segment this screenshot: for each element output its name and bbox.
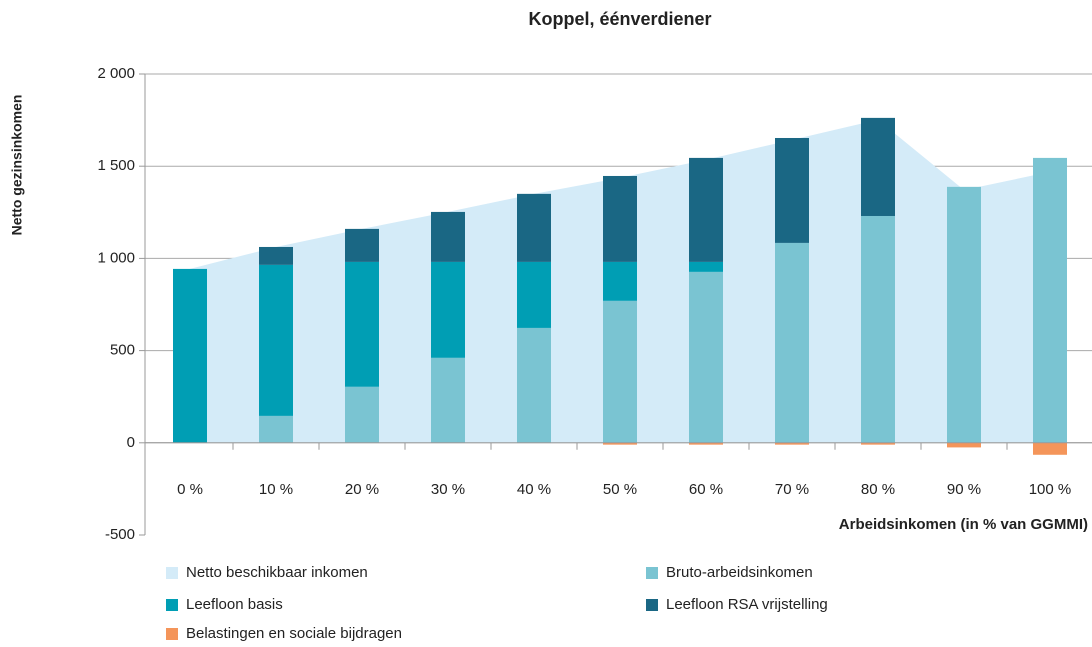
bar-segment [689,261,723,272]
bar-segment [431,261,465,358]
legend-swatch [166,599,178,611]
y-tick-label: 500 [110,342,135,359]
bar-segment [775,442,809,445]
y-tick-label: 0 [127,434,135,451]
x-tick-label: 30 % [431,481,465,498]
legend-swatch [166,628,178,640]
legend-label: Netto beschikbaar inkomen [186,564,368,581]
legend-label: Leefloon basis [186,596,283,613]
bar-segment [775,242,809,443]
x-tick-label: 0 % [177,481,203,498]
x-tick-label: 10 % [259,481,293,498]
bar-segment [947,186,981,443]
bar-segment [345,386,379,443]
x-tick-label: 70 % [775,481,809,498]
bar-segment [259,264,293,416]
bar-segment [603,261,637,301]
legend-swatch [166,567,178,579]
x-tick-label: 20 % [345,481,379,498]
y-tick-label: -500 [105,526,135,543]
bar-segment [517,261,551,328]
bar-segment [603,442,637,445]
x-tick-label: 60 % [689,481,723,498]
bar-segment [517,327,551,443]
legend-label: Bruto-arbeidsinkomen [666,564,813,581]
bar-segment [345,261,379,387]
x-tick-label: 100 % [1029,481,1072,498]
bar-segment [259,415,293,443]
y-axis-label: Netto gezinsinkomen [9,95,25,236]
bar-segment [861,215,895,443]
bar-segment [603,175,637,262]
y-tick-label: 2 000 [97,65,135,82]
chart-title: Koppel, éénverdiener [528,9,711,29]
x-tick-label: 40 % [517,481,551,498]
y-tick-label: 1 500 [97,157,135,174]
bar-segment [1033,157,1067,443]
legend-label: Belastingen en sociale bijdragen [186,625,402,642]
bar-segment [431,211,465,262]
x-tick-label: 90 % [947,481,981,498]
bar-segment [947,442,981,448]
y-tick-label: 1 000 [97,249,135,266]
bar-segment [689,442,723,445]
legend-label: Leefloon RSA vrijstelling [666,596,828,613]
legend-swatch [646,567,658,579]
bar-segment [603,300,637,443]
x-tick-label: 80 % [861,481,895,498]
bar-segment [775,137,809,243]
bar-segment [345,228,379,262]
legend-swatch [646,599,658,611]
bar-segment [259,246,293,265]
bar-segment [173,268,207,443]
bar-segment [431,357,465,443]
bar-segment [689,157,723,262]
bar-segment [861,117,895,216]
bar-segment [861,442,895,445]
bar-segment [1033,442,1067,455]
bar-segment [689,271,723,443]
x-tick-label: 50 % [603,481,637,498]
bar-segment [517,193,551,262]
x-axis-label: Arbeidsinkomen (in % van GGMMI) [839,516,1088,533]
